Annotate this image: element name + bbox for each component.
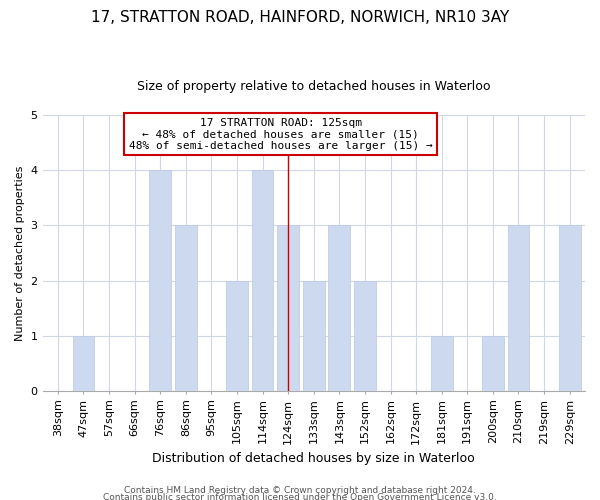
Bar	[252, 170, 274, 391]
Y-axis label: Number of detached properties: Number of detached properties	[15, 166, 25, 340]
Bar	[226, 280, 248, 391]
Text: Contains HM Land Registry data © Crown copyright and database right 2024.: Contains HM Land Registry data © Crown c…	[124, 486, 476, 495]
Bar	[149, 170, 171, 391]
Bar	[328, 226, 350, 391]
Bar	[354, 280, 376, 391]
Title: Size of property relative to detached houses in Waterloo: Size of property relative to detached ho…	[137, 80, 491, 93]
Text: 17, STRATTON ROAD, HAINFORD, NORWICH, NR10 3AY: 17, STRATTON ROAD, HAINFORD, NORWICH, NR…	[91, 10, 509, 25]
Bar	[73, 336, 94, 391]
Bar	[508, 226, 529, 391]
Bar	[303, 280, 325, 391]
Bar	[431, 336, 452, 391]
X-axis label: Distribution of detached houses by size in Waterloo: Distribution of detached houses by size …	[152, 452, 475, 465]
Bar	[175, 226, 197, 391]
Bar	[559, 226, 581, 391]
Bar	[482, 336, 504, 391]
Bar	[277, 226, 299, 391]
Text: Contains public sector information licensed under the Open Government Licence v3: Contains public sector information licen…	[103, 494, 497, 500]
Text: 17 STRATTON ROAD: 125sqm
← 48% of detached houses are smaller (15)
48% of semi-d: 17 STRATTON ROAD: 125sqm ← 48% of detach…	[128, 118, 433, 151]
